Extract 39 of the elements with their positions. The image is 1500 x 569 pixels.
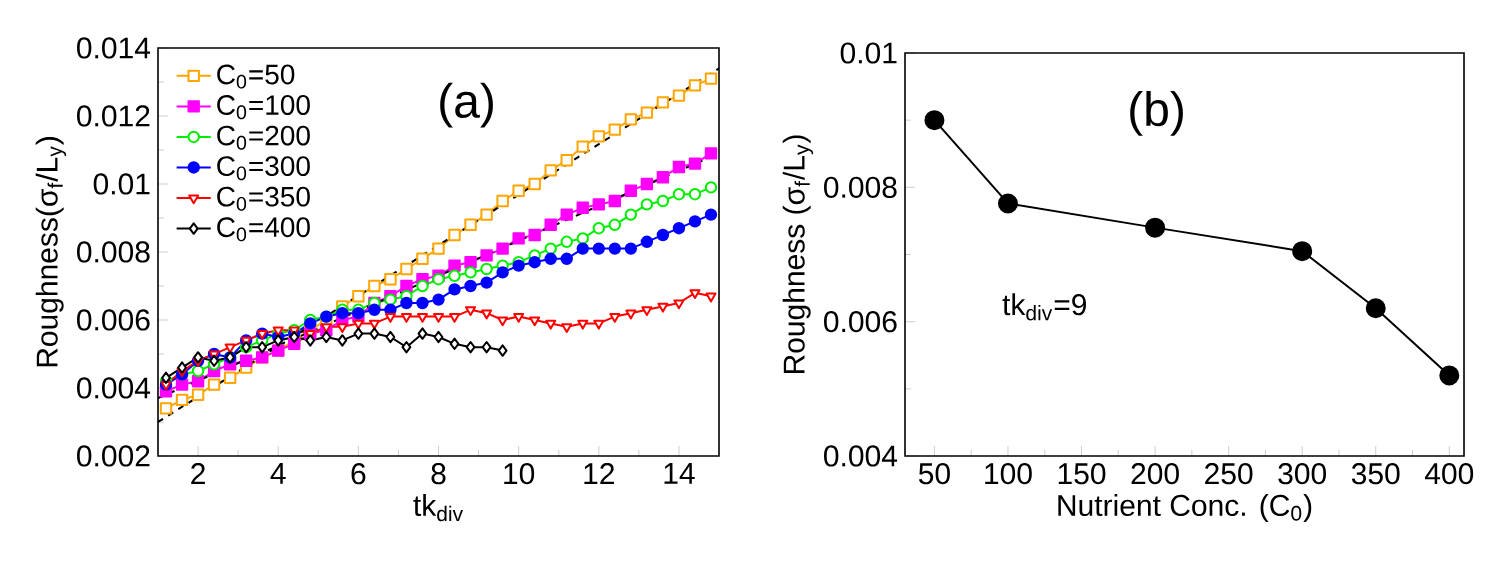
x-tick-label: 50: [918, 463, 950, 485]
legend-label: C$_{0}$=100: [217, 95, 310, 120]
x-tick-label: 100: [985, 463, 1032, 485]
y-tick-label: 0.008: [77, 241, 150, 263]
y-tick-label: 0.012: [77, 105, 150, 127]
x-tick-label: 6: [351, 463, 366, 485]
x-tick-label: 14: [664, 463, 695, 484]
x-tick-label: 2: [191, 463, 205, 485]
annotation: (a): [440, 82, 493, 128]
annotation: (b): [1130, 91, 1183, 136]
x-tick-label: 200: [1131, 463, 1179, 485]
legend-label: C$_{0}$=350: [217, 186, 310, 211]
y-tick-label: 0.004: [824, 445, 898, 467]
y-tick-label: 0.01: [840, 42, 897, 64]
y-axis-title: Roughness(σ$_{f}$/L$_{y}$): [35, 137, 67, 367]
y-tick-label: 0.008: [824, 176, 897, 198]
y-tick-label: 0.014: [77, 37, 151, 59]
legend-label: C$_{0}$=200: [217, 125, 310, 150]
legend-label: C$_{0}$=400: [217, 217, 310, 242]
x-tick-label: 12: [584, 463, 614, 485]
y-tick-label: 0.002: [77, 445, 150, 467]
legend-label: C$_{0}$=300: [217, 156, 310, 181]
x-axis-title: tk$_{div}$: [413, 494, 463, 522]
legend-label: C$_{0}$=50: [217, 64, 295, 89]
x-tick-label: 8: [431, 463, 446, 485]
x-tick-label: 10: [504, 463, 535, 485]
y-axis-title: Roughness (σ$_{f}$/L$_{y}$): [782, 135, 814, 374]
x-axis-title: Nutrient Conc. (C$_{0}$): [1058, 494, 1312, 522]
y-tick-label: 0.004: [77, 377, 151, 399]
x-tick-label: 4: [270, 463, 286, 484]
x-tick-label: 400: [1424, 463, 1474, 485]
y-tick-label: 0.006: [824, 311, 897, 333]
y-tick-label: 0.006: [77, 309, 150, 331]
y-tick-label: 0.01: [93, 173, 150, 195]
x-tick-label: 250: [1205, 463, 1253, 485]
annotation: tk$_{div}$=9: [1002, 293, 1087, 321]
x-tick-label: 350: [1351, 463, 1400, 485]
x-tick-label: 300: [1278, 463, 1327, 485]
x-tick-label: 150: [1058, 463, 1106, 485]
